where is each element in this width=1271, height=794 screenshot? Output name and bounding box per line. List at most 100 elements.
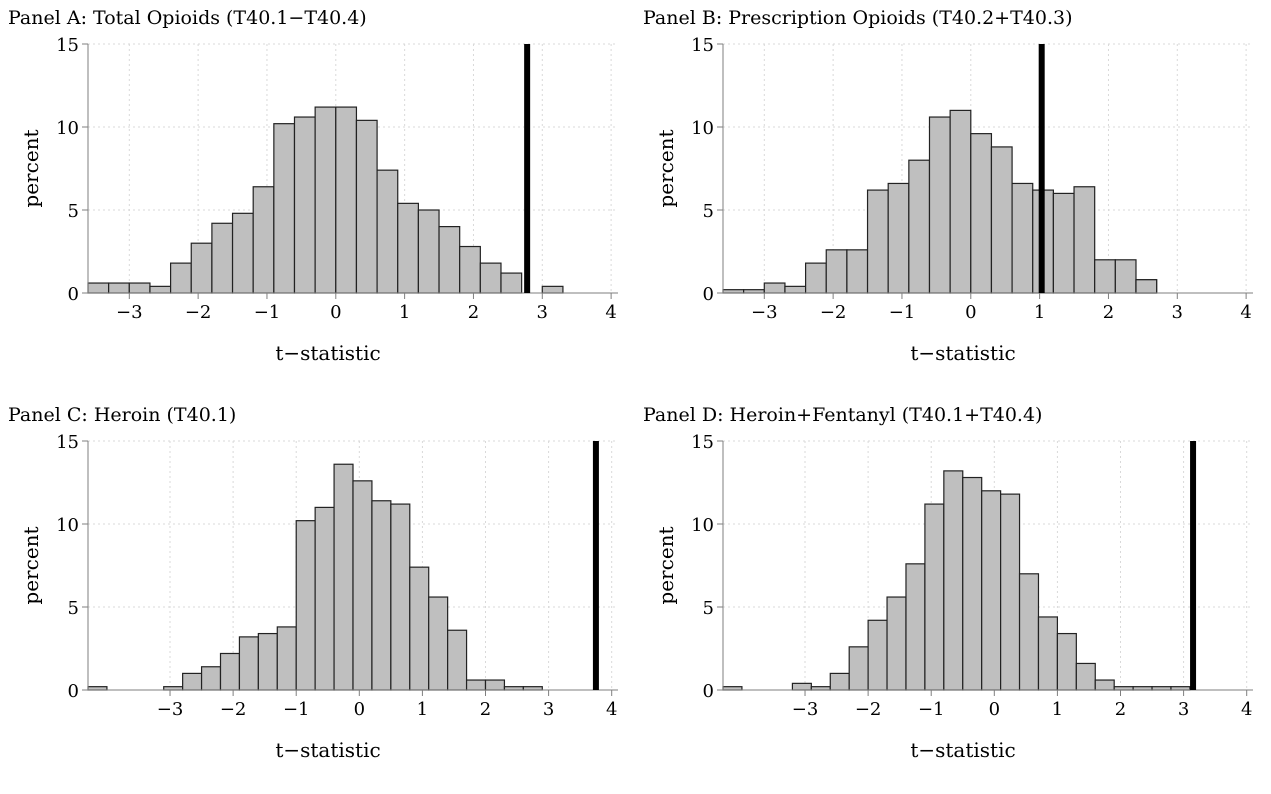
y-tick-label: 15 (691, 432, 714, 453)
histogram-bar (252, 186, 275, 294)
histogram-bar (784, 285, 807, 294)
x-tick-label: 3 (1172, 302, 1183, 323)
histogram-bar (409, 566, 430, 691)
histogram-bar (928, 116, 951, 294)
histogram-bar (990, 146, 1013, 294)
histogram-bar (314, 106, 337, 294)
x-axis-label: t−statistic (910, 341, 1015, 365)
x-tick-label: 1 (1052, 699, 1063, 720)
x-tick-label: −3 (157, 699, 184, 720)
histogram-bar (962, 476, 983, 691)
panel-d: Panel D: Heroin+Fentanyl (T40.1+T40.4) 0 5… (635, 397, 1271, 794)
y-tick-label: 15 (56, 35, 79, 56)
histogram-bar (484, 679, 506, 691)
histogram-bar (417, 209, 440, 294)
histogram-bar (333, 463, 354, 691)
y-tick-label: 5 (68, 598, 79, 619)
panel-a: Panel A: Total Opioids (T40.1−T40.4) 0 5 10… (0, 0, 636, 397)
histogram-bar (428, 596, 449, 691)
histogram-bar (905, 563, 926, 691)
histogram-bar (335, 106, 358, 294)
histogram-bar (1011, 182, 1034, 294)
histogram-bar (500, 272, 523, 294)
x-tick-label: −2 (220, 699, 247, 720)
chart-b: Panel B: Prescription Opioids (T40.2+T40… (643, 7, 1253, 365)
histogram-bar (981, 490, 1002, 691)
histogram-bar (211, 222, 234, 294)
histogram-bar (459, 245, 481, 294)
histogram-bar (397, 202, 419, 294)
x-tick-label: 0 (989, 699, 1000, 720)
chart-title: Panel A: Total Opioids (T40.1−T40.4) (8, 7, 367, 29)
histogram-bar (238, 636, 259, 691)
histogram-bar (273, 123, 296, 294)
histogram-bar (149, 285, 172, 294)
x-tick-label: 2 (1103, 302, 1114, 323)
histogram-bar (293, 116, 316, 294)
histogram-bar (1037, 616, 1059, 691)
y-tick-label: 15 (56, 432, 79, 453)
histogram-bar (924, 503, 945, 691)
histogram-bar (314, 506, 335, 691)
y-tick-label: 5 (703, 201, 714, 222)
x-tick-label: −1 (918, 699, 945, 720)
x-tick-label: −2 (185, 302, 212, 323)
y-tick-label: 15 (691, 35, 714, 56)
x-tick-label: −1 (283, 699, 310, 720)
histogram-bar (943, 470, 964, 691)
chart-c: Panel C: Heroin (T40.1) 0 5 10 15 −3 −2 −1 0 1 2 3 4… (8, 404, 618, 762)
histogram-bar (970, 133, 993, 294)
histogram-bar (257, 632, 278, 691)
histogram-bar (355, 119, 378, 294)
x-tick-label: −1 (889, 302, 916, 323)
histogram-bar (825, 249, 848, 294)
histogram-bar (887, 182, 910, 294)
x-tick-label: 0 (354, 699, 365, 720)
histogram-bar (1000, 493, 1021, 691)
histogram-bar (1075, 662, 1096, 691)
x-axis-label: t−statistic (910, 738, 1015, 762)
histogram-bar (866, 189, 889, 294)
histogram-bar (1135, 279, 1158, 294)
histogram-bar (371, 500, 392, 691)
y-axis-label: percent (19, 526, 43, 604)
histogram-bar (219, 652, 241, 691)
histogram-bar (352, 480, 373, 691)
histogram-bar (1094, 259, 1116, 294)
y-tick-label: 10 (691, 118, 714, 139)
x-tick-label: 1 (417, 699, 428, 720)
y-tick-label: 0 (703, 681, 714, 702)
histogram-bar (1094, 679, 1115, 691)
x-axis-label: t−statistic (275, 738, 380, 762)
x-tick-label: 3 (1178, 699, 1189, 720)
histogram-bar (479, 262, 502, 294)
histogram-bar (376, 169, 399, 294)
x-tick-label: −2 (855, 699, 882, 720)
x-axis-label: t−statistic (275, 341, 380, 365)
histogram-bar (908, 159, 931, 294)
y-axis-label: percent (654, 129, 678, 207)
x-tick-label: 4 (1241, 699, 1252, 720)
x-tick-label: 4 (1240, 302, 1251, 323)
histogram-bar (190, 242, 213, 294)
histogram-bar (465, 679, 487, 691)
histogram-bar (169, 262, 192, 294)
histogram-bar (541, 285, 564, 294)
x-tick-label: 3 (543, 699, 554, 720)
x-tick-label: 4 (606, 699, 617, 720)
histogram-bar (848, 646, 869, 691)
histogram-bar (1073, 186, 1096, 294)
chart-title: Panel B: Prescription Opioids (T40.2+T40… (643, 7, 1073, 29)
x-tick-label: 2 (480, 699, 491, 720)
panel-c: Panel C: Heroin (T40.1) 0 5 10 15 −3 −2 −1 0 1 2 3 4… (0, 397, 636, 794)
y-tick-label: 10 (56, 118, 79, 139)
histogram-bar (886, 596, 907, 691)
x-tick-label: −3 (116, 302, 143, 323)
x-tick-label: −2 (820, 302, 847, 323)
y-axis-label: percent (19, 129, 43, 207)
y-tick-label: 0 (68, 284, 79, 305)
x-tick-label: 1 (399, 302, 410, 323)
x-tick-label: 0 (330, 302, 341, 323)
histogram-bar (108, 282, 130, 294)
x-tick-label: 2 (1115, 699, 1126, 720)
